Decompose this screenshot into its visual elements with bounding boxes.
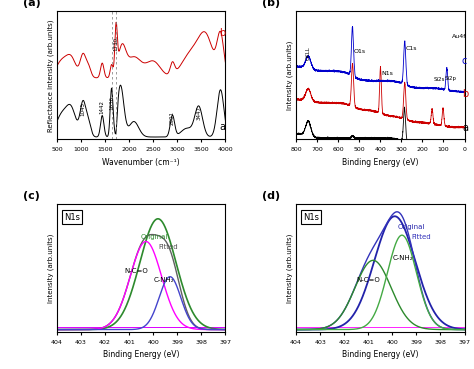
Text: 1045: 1045 (81, 102, 86, 116)
X-axis label: Wavenumber (cm⁻¹): Wavenumber (cm⁻¹) (102, 158, 180, 167)
X-axis label: Binding Energy (eV): Binding Energy (eV) (103, 350, 179, 359)
Y-axis label: Intensity (arb.units): Intensity (arb.units) (287, 233, 293, 303)
Text: b: b (219, 28, 225, 38)
Text: O1s: O1s (353, 49, 365, 54)
Text: b: b (462, 89, 468, 99)
Text: 1442: 1442 (100, 100, 105, 114)
Text: (b): (b) (263, 0, 281, 8)
Text: (d): (d) (263, 190, 281, 201)
Text: Original: Original (397, 224, 425, 230)
Text: Au4f: Au4f (452, 34, 466, 39)
Text: C1s: C1s (406, 46, 418, 51)
X-axis label: Binding Energy (eV): Binding Energy (eV) (342, 158, 419, 167)
Text: N-C=O: N-C=O (356, 277, 380, 283)
Text: N-C=O: N-C=O (124, 268, 148, 274)
Text: a: a (462, 123, 468, 133)
Text: 2901: 2901 (170, 111, 175, 125)
Text: N1s: N1s (64, 213, 80, 221)
Text: 3447: 3447 (196, 106, 201, 120)
Text: 1730: 1730 (114, 37, 118, 51)
Y-axis label: Intensity (arb.units): Intensity (arb.units) (287, 41, 293, 110)
Text: a: a (219, 122, 225, 132)
X-axis label: Binding Energy (eV): Binding Energy (eV) (342, 350, 419, 359)
Text: c: c (462, 56, 467, 66)
Text: N1s: N1s (303, 213, 319, 221)
Text: Si2p: Si2p (444, 76, 456, 81)
Text: OKLL: OKLL (306, 46, 310, 60)
Text: N1s: N1s (382, 71, 393, 76)
Text: (c): (c) (23, 190, 40, 201)
Text: Fitted: Fitted (411, 234, 431, 240)
Text: Fitted: Fitted (158, 244, 178, 250)
Text: 1636: 1636 (109, 96, 114, 110)
Text: Original: Original (141, 234, 168, 240)
Y-axis label: Intensity (arb.units): Intensity (arb.units) (47, 233, 54, 303)
Text: C-NH₂: C-NH₂ (153, 277, 174, 283)
Y-axis label: Reflectance intensity (arb.units): Reflectance intensity (arb.units) (47, 19, 54, 131)
Text: Si2s: Si2s (433, 77, 445, 82)
Text: (a): (a) (23, 0, 41, 8)
Text: C-NH₂: C-NH₂ (392, 255, 413, 261)
